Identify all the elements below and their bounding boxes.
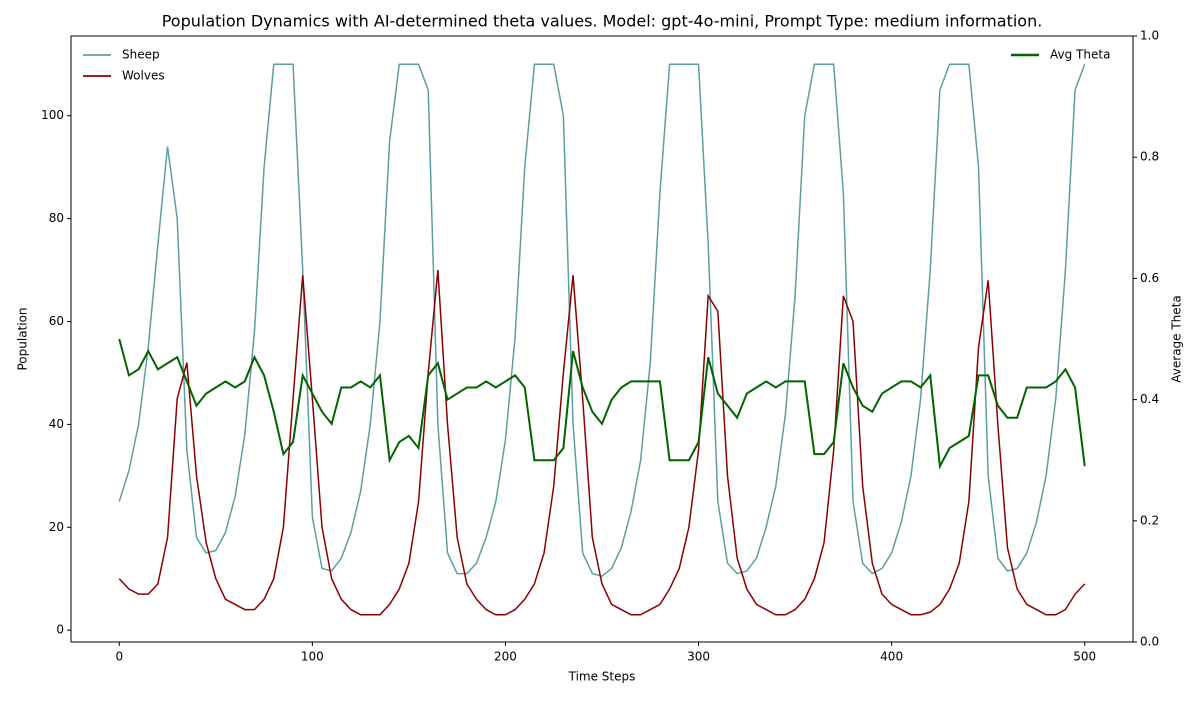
- line-wolves: [118, 269, 1086, 616]
- y2-tick-label: 0.8: [1140, 150, 1159, 164]
- x-axis-label: Time Steps: [568, 670, 636, 684]
- x-tick-label: 100: [301, 650, 324, 664]
- y-tick-label: 100: [41, 108, 64, 122]
- y-tick-label: 40: [49, 417, 64, 431]
- x-tick-label: 500: [1073, 650, 1096, 664]
- y2-tick-label: 0.0: [1140, 635, 1159, 649]
- line-sheep: [118, 63, 1086, 577]
- y-tick-label: 60: [49, 314, 64, 328]
- x-tick-label: 200: [494, 650, 517, 664]
- legend-label: Sheep: [122, 48, 160, 62]
- y-axis-label: Population: [16, 307, 30, 370]
- legend-label: Wolves: [122, 69, 165, 83]
- y2-tick-label: 0.6: [1140, 271, 1159, 285]
- y-tick-label: 80: [49, 211, 64, 225]
- legend-label: Avg Theta: [1050, 48, 1110, 62]
- chart-title: Population Dynamics with AI-determined t…: [162, 12, 1043, 31]
- y-tick-label: 20: [49, 520, 64, 534]
- x-tick-label: 0: [115, 650, 123, 664]
- x-tick-label: 300: [687, 650, 710, 664]
- y2-tick-label: 0.4: [1140, 392, 1159, 406]
- y2-tick-label: 1.0: [1140, 29, 1159, 43]
- y2-tick-label: 0.2: [1140, 513, 1159, 527]
- x-tick-label: 400: [880, 650, 903, 664]
- y-tick-label: 0: [56, 623, 64, 637]
- y2-axis-label: Average Theta: [1170, 295, 1184, 382]
- line-avg-theta: [118, 338, 1086, 470]
- plot-frame: [70, 35, 1134, 643]
